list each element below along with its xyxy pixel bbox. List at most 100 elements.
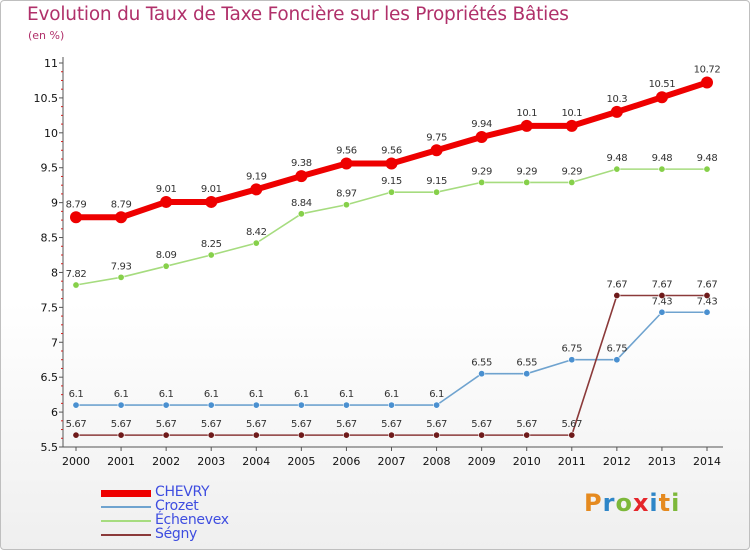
point-echenevex-2007	[387, 188, 395, 196]
x-tick-label-2011: 2011	[558, 455, 586, 468]
data-label-echenevex-2004: 8.42	[246, 227, 267, 238]
point-segny-2005	[297, 431, 305, 439]
data-label-echenevex-2014: 9.48	[697, 153, 718, 164]
logo-letter: x	[632, 489, 650, 517]
data-label-chevry-2004: 9.19	[246, 171, 267, 182]
point-echenevex-2000	[72, 281, 80, 289]
legend-item-crozet: Crozet	[101, 498, 321, 514]
logo-letter: o	[615, 489, 633, 517]
y-tick-label-11: 11	[44, 57, 58, 70]
data-label-segny-2009: 5.67	[471, 419, 492, 430]
data-label-echenevex-2013: 9.48	[652, 153, 673, 164]
data-label-echenevex-2003: 8.25	[201, 239, 222, 250]
point-chevry-2007	[385, 157, 398, 170]
point-echenevex-2005	[297, 210, 305, 218]
data-label-chevry-2002: 9.01	[156, 184, 177, 195]
data-label-crozet-2002: 6.1	[159, 389, 174, 400]
data-label-crozet-2009: 6.55	[471, 358, 492, 369]
data-label-echenevex-2009: 9.29	[471, 166, 492, 177]
x-tick-label-2006: 2006	[332, 455, 360, 468]
x-tick-label-2007: 2007	[378, 455, 406, 468]
point-segny-2006	[342, 431, 350, 439]
logo-letter: t	[658, 489, 672, 517]
point-echenevex-2006	[342, 201, 350, 209]
point-segny-2009	[478, 431, 486, 439]
x-tick-label-2000: 2000	[62, 455, 90, 468]
point-crozet-2005	[297, 401, 305, 409]
point-chevry-2012	[610, 105, 623, 118]
y-tick-label-6: 6	[51, 406, 58, 419]
y-tick-label-8: 8	[51, 266, 58, 279]
data-label-segny-2001: 5.67	[111, 419, 132, 430]
data-label-segny-2002: 5.67	[156, 419, 177, 430]
y-tick-label-8.5: 8.5	[41, 232, 59, 245]
data-label-segny-2008: 5.67	[426, 419, 447, 430]
data-label-chevry-2001: 8.79	[111, 199, 132, 210]
point-echenevex-2002	[162, 262, 170, 270]
y-tick-label-9.5: 9.5	[41, 162, 59, 175]
data-label-echenevex-2001: 7.93	[111, 261, 132, 272]
data-label-echenevex-2006: 8.97	[336, 189, 357, 200]
y-tick-label-10.5: 10.5	[34, 92, 59, 105]
x-tick-label-2001: 2001	[107, 455, 135, 468]
point-segny-2012	[613, 291, 621, 299]
data-label-crozet-2008: 6.1	[429, 389, 444, 400]
data-label-chevry-2003: 9.01	[201, 184, 222, 195]
data-label-segny-2011: 5.67	[561, 419, 582, 430]
point-echenevex-2013	[658, 165, 666, 173]
data-label-segny-2012: 7.67	[607, 279, 628, 290]
legend: CHEVRY Crozet Échenevex Ségny	[101, 484, 321, 542]
legend-swatch-echenevex	[101, 520, 151, 522]
point-echenevex-2014	[703, 165, 711, 173]
point-segny-2008	[433, 431, 441, 439]
point-chevry-2008	[430, 144, 443, 157]
x-tick-label-2008: 2008	[423, 455, 451, 468]
data-label-chevry-2009: 9.94	[471, 119, 492, 130]
point-chevry-2004	[250, 183, 263, 196]
data-label-segny-2007: 5.67	[381, 419, 402, 430]
data-label-segny-2000: 5.67	[66, 419, 87, 430]
point-crozet-2009	[478, 370, 486, 378]
point-crozet-2012	[613, 356, 621, 364]
x-tick-label-2010: 2010	[513, 455, 541, 468]
x-tick-label-2009: 2009	[468, 455, 496, 468]
data-label-chevry-2010: 10.1	[516, 108, 537, 119]
x-tick-label-2005: 2005	[287, 455, 315, 468]
data-label-crozet-2001: 6.1	[114, 389, 129, 400]
point-crozet-2013	[658, 308, 666, 316]
point-crozet-2006	[342, 401, 350, 409]
y-tick-label-6.5: 6.5	[41, 371, 59, 384]
data-label-crozet-2011: 6.75	[561, 344, 582, 355]
logo-letter: r	[602, 489, 616, 517]
data-label-echenevex-2011: 9.29	[561, 166, 582, 177]
x-tick-label-2003: 2003	[197, 455, 225, 468]
point-crozet-2000	[72, 401, 80, 409]
data-label-crozet-2007: 6.1	[384, 389, 399, 400]
point-chevry-2011	[565, 119, 578, 132]
data-label-segny-2010: 5.67	[516, 419, 537, 430]
point-crozet-2011	[568, 356, 576, 364]
data-label-crozet-2014: 7.43	[697, 296, 718, 307]
data-label-echenevex-2012: 9.48	[607, 153, 628, 164]
x-tick-label-2002: 2002	[152, 455, 180, 468]
point-echenevex-2012	[613, 165, 621, 173]
data-label-chevry-2008: 9.75	[426, 132, 447, 143]
point-chevry-2014	[701, 76, 713, 89]
point-crozet-2010	[523, 370, 531, 378]
legend-label-chevry: CHEVRY	[155, 484, 210, 500]
data-label-crozet-2010: 6.55	[516, 358, 537, 369]
point-chevry-2001	[115, 211, 128, 224]
data-label-segny-2003: 5.67	[201, 419, 222, 430]
data-label-echenevex-2010: 9.29	[516, 166, 537, 177]
point-chevry-2010	[520, 119, 533, 132]
point-segny-2002	[162, 431, 170, 439]
data-label-crozet-2005: 6.1	[294, 389, 309, 400]
data-label-chevry-2014: 10.72	[694, 65, 721, 76]
data-label-crozet-2000: 6.1	[69, 389, 84, 400]
data-label-echenevex-2005: 8.84	[291, 198, 312, 209]
x-tick-label-2012: 2012	[603, 455, 631, 468]
data-label-echenevex-2002: 8.09	[156, 250, 177, 261]
data-label-crozet-2006: 6.1	[339, 389, 354, 400]
